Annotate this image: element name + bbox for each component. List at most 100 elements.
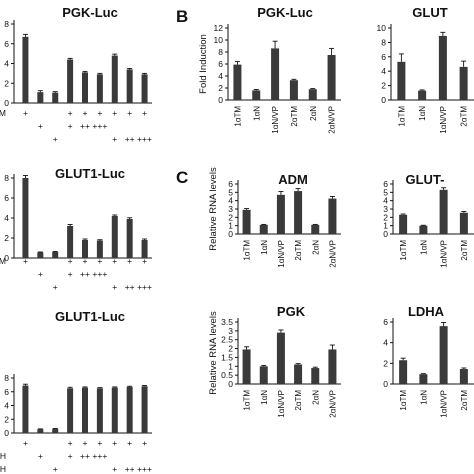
b2-y-tick-label: 4	[381, 66, 386, 76]
c1-y-tick-label: 4	[228, 196, 233, 206]
b1-y-tick-label: 2	[218, 83, 223, 93]
a3-treatment-mark: +	[127, 438, 132, 448]
a3-y-tick-label: 0	[4, 428, 9, 438]
a3-bar	[37, 429, 44, 433]
c3-category-label: 2αN	[311, 390, 320, 405]
c1-y-tick-label: 1	[228, 221, 233, 231]
c2-category-label: 2αTM	[460, 240, 469, 261]
c1-chart-title: ADM	[278, 172, 308, 187]
a1-bar	[141, 74, 148, 103]
c4-category-label: 1αN/VP	[440, 390, 449, 418]
b2-bar	[459, 66, 468, 100]
a3-bar	[126, 386, 133, 433]
c2-bar	[419, 225, 428, 234]
a3-treatment-mark: +	[38, 451, 43, 461]
a1-chart-title: PGK-Luc	[62, 5, 118, 20]
b1-category-label: 2αTM	[290, 106, 299, 127]
a2-y-tick-label: 4	[4, 213, 9, 223]
c2-y-tick-label: 0	[383, 229, 388, 239]
a2-bar	[141, 240, 148, 258]
a1-treatment-mark: +	[97, 108, 102, 118]
c3-category-label: 1αN	[260, 390, 269, 405]
a1-treatment-mark: +++	[137, 134, 152, 144]
b2-category-label: 1αN/VP	[439, 106, 448, 134]
c3-y-tick-label: 1	[228, 361, 233, 371]
a1-treatment-mark: +	[38, 121, 43, 131]
c2-y-tick-label: 6	[383, 179, 388, 189]
b1-bar	[233, 64, 242, 100]
a1-bar	[67, 59, 74, 103]
b1-category-label: 2αN/VP	[328, 106, 337, 134]
a1-treatment-mark: +	[127, 108, 132, 118]
b2-y-tick-label: 0	[381, 95, 386, 105]
c1-bar	[311, 224, 320, 234]
a1-treatment-mark: +	[68, 108, 73, 118]
a3-treatment-mark: +	[112, 464, 117, 474]
a2-treatment-mark: +	[23, 256, 28, 266]
b1-bar	[252, 90, 261, 100]
a3-bar	[111, 387, 118, 433]
c1-y-tick-label: 3	[228, 204, 233, 214]
a1-treatment-mark: +	[68, 121, 73, 131]
a2-bar	[37, 252, 44, 258]
a1-treatment-mark: +++	[92, 121, 107, 131]
c4-bar	[399, 360, 408, 384]
c3-y-tick-label: 3.5	[221, 317, 233, 327]
c4-bar	[439, 326, 448, 384]
a3-treatment-mark: +	[142, 438, 147, 448]
c4-bar	[419, 374, 428, 384]
c2-y-tick-label: 2	[383, 212, 388, 222]
a1-y-tick-label: 0	[4, 98, 9, 108]
c2-bar	[399, 214, 408, 234]
a3-treatment-mark: +	[112, 438, 117, 448]
c1-bar	[294, 191, 303, 234]
a3-bar	[82, 387, 88, 433]
c3-bar	[259, 366, 268, 384]
a3-bar	[141, 386, 148, 433]
a2-treatment-mark: +	[53, 282, 58, 292]
b2-y-tick-label: 10	[377, 23, 387, 33]
a1-treatment-mark: ++	[80, 121, 90, 131]
c3-y-tick-label: 2	[228, 344, 233, 354]
a2-y-tick-label: 2	[4, 233, 9, 243]
a2-treatment-mark: +	[68, 269, 73, 279]
a2-treatment-mark: +	[112, 282, 117, 292]
c1-category-label: 1αN	[260, 240, 269, 255]
a2-y-tick-label: 8	[4, 173, 9, 183]
c2-chart-title: GLUT-	[406, 172, 445, 187]
c3-y-axis-label: Relative RNA levels	[208, 311, 219, 395]
c2-y-tick-label: 3	[383, 204, 388, 214]
b1-bar	[308, 89, 317, 100]
a3-treatment-mark: +	[68, 438, 73, 448]
a2-bar	[52, 252, 59, 258]
panel-letter-c: C	[176, 168, 188, 187]
a2-bar	[22, 178, 29, 258]
c2-bar	[459, 212, 468, 234]
b2-category-label: 2αTM	[460, 106, 469, 127]
c3-bar	[328, 349, 337, 384]
c1-y-tick-label: 6	[228, 179, 233, 189]
a3-treatment-row-label: HLH	[0, 464, 6, 474]
a2-treatment-mark: +	[83, 256, 88, 266]
c2-y-tick-label: 5	[383, 187, 388, 197]
a3-bar	[22, 385, 29, 433]
b2-category-label: 1αTM	[397, 106, 406, 127]
c4-y-tick-label: 2	[383, 358, 388, 368]
c2-category-label: 1αN/VP	[440, 240, 449, 268]
a1-bar	[22, 36, 29, 103]
a1-treatment-mark: +	[23, 108, 28, 118]
a3-y-tick-label: 2	[4, 414, 9, 424]
b1-category-label: 1αN	[252, 106, 261, 121]
b1-category-label: 1αTM	[233, 106, 242, 127]
a2-treatment-mark: +	[127, 256, 132, 266]
a1-treatment-mark: +	[83, 108, 88, 118]
panel-letter-b: B	[176, 7, 188, 26]
a2-bar	[96, 240, 103, 258]
c1-y-tick-label: 2	[228, 212, 233, 222]
c3-bar	[242, 349, 251, 384]
b1-y-axis-label: Fold Induction	[198, 34, 209, 94]
a1-y-tick-label: 6	[4, 39, 9, 49]
b2-y-tick-label: 2	[381, 81, 386, 91]
a2-y-tick-label: 6	[4, 193, 9, 203]
a1-y-tick-label: 2	[4, 78, 9, 88]
